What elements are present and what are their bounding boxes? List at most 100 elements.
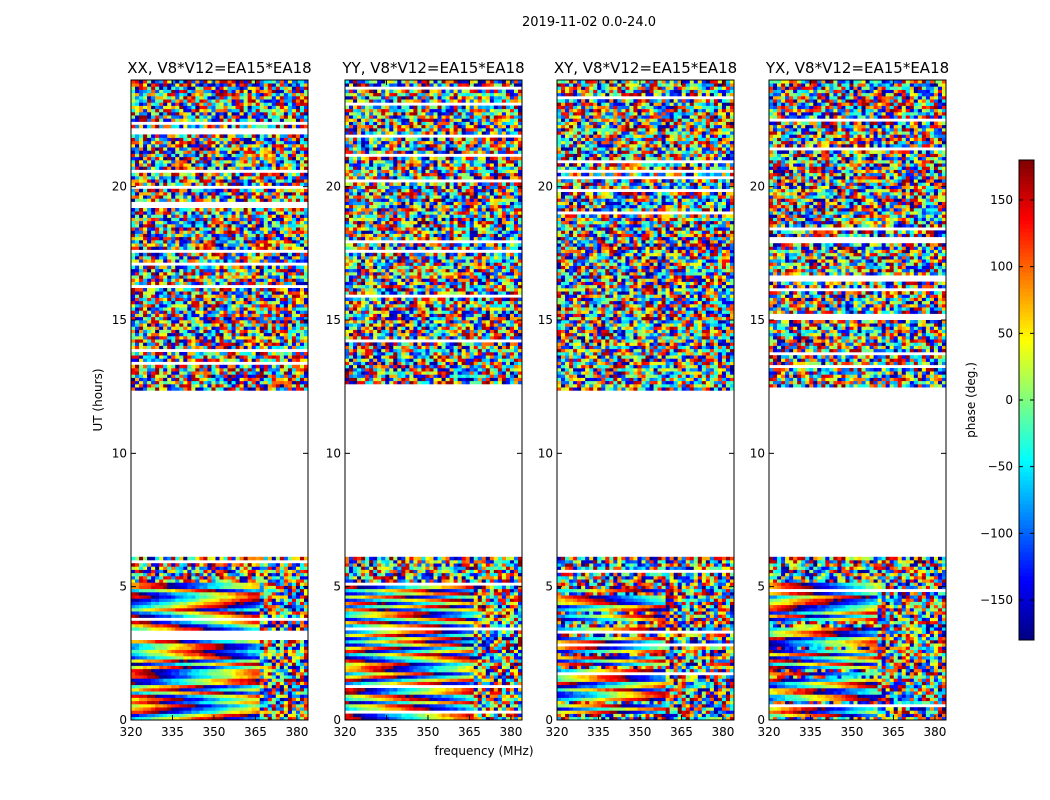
heatmap-cell — [263, 278, 269, 282]
heatmap-cell — [271, 188, 277, 193]
heatmap-cell — [135, 211, 140, 215]
heatmap-cell — [187, 220, 192, 225]
heatmap-cell — [195, 588, 200, 593]
heatmap-cell — [247, 694, 252, 698]
heatmap-cell — [179, 288, 184, 292]
heatmap-cell — [251, 380, 256, 385]
heatmap-cell — [239, 652, 244, 657]
heatmap-cell — [255, 256, 261, 260]
heatmap-cell — [247, 294, 252, 298]
heatmap-cell — [259, 566, 265, 570]
heatmap-cell — [235, 572, 240, 577]
heatmap-cell — [171, 640, 176, 644]
heatmap-cell — [207, 182, 212, 186]
heatmap-cell — [147, 275, 152, 279]
heatmap-cell — [143, 627, 148, 631]
heatmap-cell — [255, 278, 261, 282]
heatmap-cell — [263, 579, 269, 583]
heatmap-cell — [175, 265, 180, 270]
heatmap-cell — [299, 336, 305, 340]
heatmap-cell — [163, 236, 168, 241]
heatmap-cell — [179, 710, 184, 714]
heatmap-cell — [279, 339, 285, 343]
heatmap-cell — [163, 576, 168, 580]
heatmap-cell — [179, 566, 184, 570]
heatmap-cell — [175, 563, 180, 567]
heatmap-cell — [255, 688, 261, 692]
heatmap-cell — [147, 166, 152, 170]
heatmap-cell — [151, 323, 156, 327]
heatmap-cell — [247, 364, 252, 369]
heatmap-cell — [255, 192, 261, 196]
heatmap-cell — [247, 310, 252, 314]
heatmap-cell — [163, 387, 168, 391]
heatmap-cell — [163, 265, 168, 270]
heatmap-cell — [203, 150, 208, 154]
heatmap-cell — [291, 332, 297, 337]
heatmap-cell — [211, 160, 216, 164]
heatmap-cell — [191, 713, 196, 718]
heatmap-cell — [135, 652, 140, 657]
heatmap-cell — [279, 569, 285, 574]
heatmap-cell — [171, 316, 176, 321]
heatmap-cell — [235, 576, 240, 580]
heatmap-cell — [187, 572, 192, 577]
heatmap-cell — [135, 624, 140, 628]
heatmap-cell — [163, 374, 168, 378]
heatmap-cell — [167, 278, 172, 282]
heatmap-cell — [239, 588, 244, 593]
heatmap-cell — [267, 320, 273, 324]
heatmap-cell — [287, 150, 293, 154]
heatmap-cell — [131, 313, 136, 318]
heatmap-cell — [211, 384, 216, 388]
heatmap-cell — [175, 608, 180, 612]
heatmap-cell — [223, 198, 228, 202]
heatmap-cell — [139, 326, 144, 330]
heatmap-cell — [291, 230, 297, 234]
heatmap-cell — [187, 326, 192, 330]
heatmap-cell — [155, 592, 160, 596]
heatmap-cell — [151, 355, 156, 359]
heatmap-cell — [203, 579, 208, 583]
heatmap-cell — [203, 300, 208, 305]
heatmap-cell — [303, 195, 308, 199]
heatmap-cell — [135, 585, 140, 590]
heatmap-cell — [303, 675, 308, 679]
heatmap-cell — [143, 675, 148, 679]
heatmap-cell — [167, 662, 172, 666]
heatmap-cell — [279, 704, 285, 708]
heatmap-cell — [167, 371, 172, 375]
heatmap-cell — [255, 198, 261, 202]
heatmap-cell — [287, 611, 293, 615]
heatmap-cell — [251, 387, 256, 391]
heatmap-cell — [179, 188, 184, 193]
heatmap-cell — [131, 576, 136, 580]
heatmap-cell — [275, 588, 281, 593]
heatmap-cell — [215, 345, 220, 350]
heatmap-cell — [203, 374, 208, 378]
heatmap-cell — [179, 377, 184, 382]
heatmap-cell — [191, 355, 196, 359]
heatmap-cell — [135, 579, 140, 583]
heatmap-cell — [295, 156, 301, 161]
heatmap-cell — [263, 377, 269, 382]
heatmap-cell — [175, 217, 180, 222]
heatmap-cell — [239, 160, 244, 164]
heatmap-cell — [303, 556, 308, 561]
heatmap-cell — [243, 326, 248, 330]
heatmap-cell — [187, 240, 192, 244]
heatmap-cell — [227, 316, 232, 321]
heatmap-cell — [163, 246, 168, 250]
heatmap-cell — [175, 345, 180, 350]
heatmap-cell — [243, 608, 248, 612]
heatmap-cell — [171, 243, 176, 247]
heatmap-cell — [131, 684, 136, 689]
heatmap-cell — [155, 643, 160, 647]
heatmap-cell — [135, 198, 140, 202]
heatmap-cell — [299, 243, 305, 247]
heatmap-cell — [219, 304, 224, 308]
heatmap-cell — [271, 358, 277, 362]
heatmap-cell — [231, 384, 236, 388]
heatmap-cell — [251, 556, 256, 561]
heatmap-cell — [223, 592, 228, 596]
